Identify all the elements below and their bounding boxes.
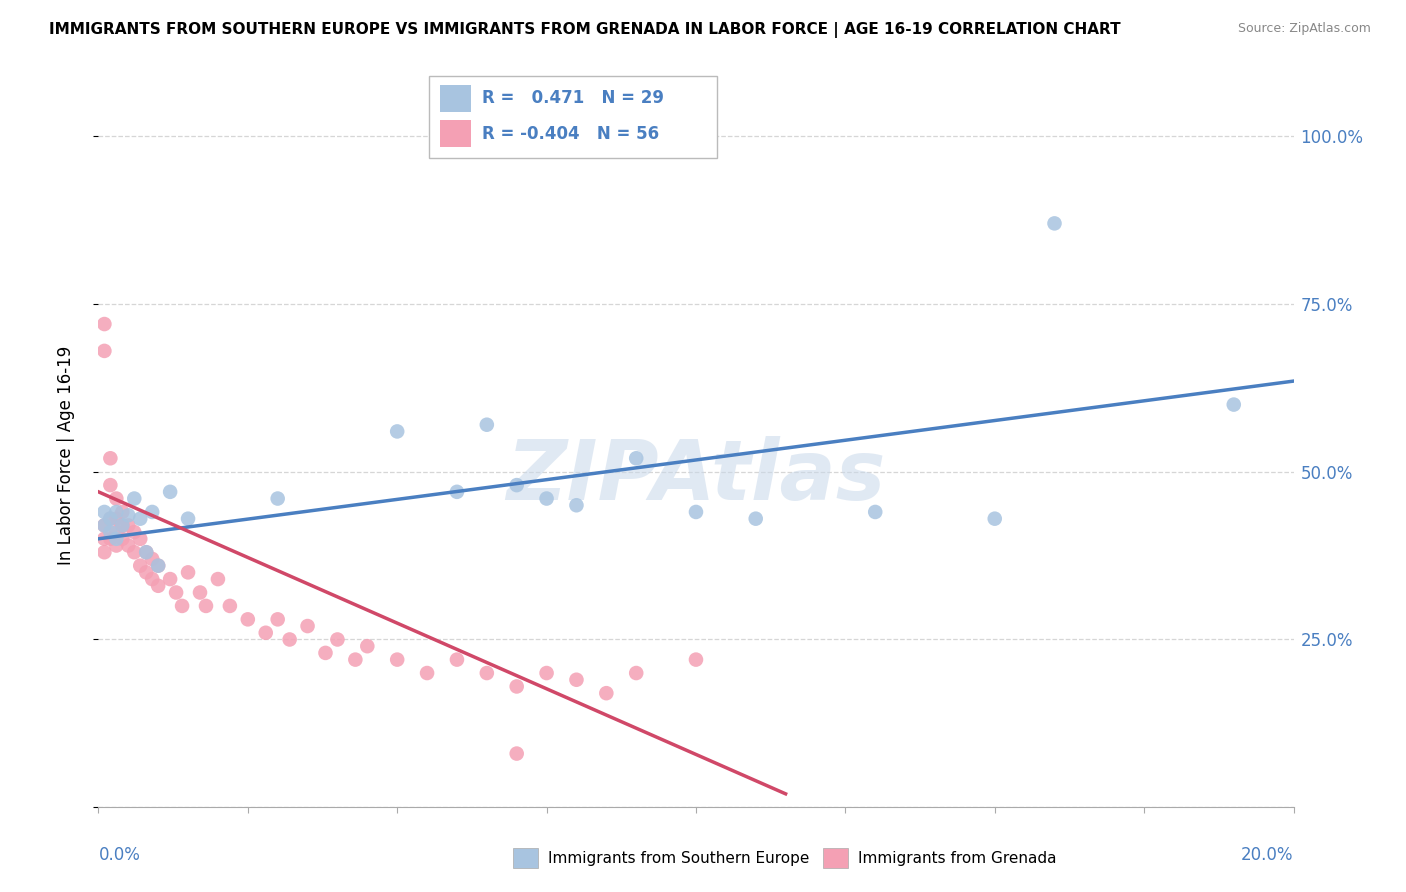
Text: Immigrants from Grenada: Immigrants from Grenada xyxy=(858,851,1056,865)
Point xyxy=(93,518,115,533)
Point xyxy=(865,505,887,519)
Point xyxy=(105,511,128,525)
Point xyxy=(344,652,367,666)
Point xyxy=(111,505,134,519)
Point xyxy=(93,545,115,559)
Point xyxy=(105,539,128,553)
Point xyxy=(98,511,122,525)
Text: 20.0%: 20.0% xyxy=(1241,846,1294,864)
Point xyxy=(135,566,157,580)
Point xyxy=(141,552,163,566)
Point xyxy=(278,632,301,647)
Point xyxy=(159,484,181,499)
Point xyxy=(475,417,498,432)
Point xyxy=(446,652,468,666)
Point xyxy=(685,652,707,666)
Point xyxy=(129,558,152,573)
Point xyxy=(93,518,115,533)
Point xyxy=(105,532,128,546)
Point xyxy=(219,599,242,613)
Point xyxy=(135,545,157,559)
Y-axis label: In Labor Force | Age 16-19: In Labor Force | Age 16-19 xyxy=(56,345,75,565)
Point xyxy=(117,508,139,523)
Point xyxy=(626,666,648,681)
Point xyxy=(129,532,152,546)
Point xyxy=(124,491,146,506)
Point xyxy=(111,518,134,533)
Point xyxy=(416,666,439,681)
Point xyxy=(385,425,409,439)
Point xyxy=(356,639,378,653)
Point xyxy=(475,666,498,681)
Point xyxy=(105,505,128,519)
Point xyxy=(177,566,200,580)
Point xyxy=(93,505,115,519)
Point xyxy=(446,484,468,499)
Point xyxy=(254,625,277,640)
Text: Source: ZipAtlas.com: Source: ZipAtlas.com xyxy=(1237,22,1371,36)
Point xyxy=(98,532,122,546)
Text: IMMIGRANTS FROM SOUTHERN EUROPE VS IMMIGRANTS FROM GRENADA IN LABOR FORCE | AGE : IMMIGRANTS FROM SOUTHERN EUROPE VS IMMIG… xyxy=(49,22,1121,38)
Point xyxy=(267,612,290,626)
Point xyxy=(506,747,529,761)
Point xyxy=(745,511,768,525)
Point xyxy=(93,317,115,331)
Point xyxy=(267,491,290,506)
Point xyxy=(195,599,218,613)
Point xyxy=(315,646,337,660)
Point xyxy=(188,585,211,599)
Point xyxy=(385,652,409,666)
Text: ZIPAtlas: ZIPAtlas xyxy=(506,435,886,516)
Point xyxy=(626,451,648,466)
Point xyxy=(326,632,349,647)
Point xyxy=(93,532,115,546)
Point xyxy=(172,599,194,613)
Point xyxy=(1043,216,1066,230)
Point xyxy=(506,478,529,492)
Point xyxy=(124,545,146,559)
Point xyxy=(105,491,128,506)
Point xyxy=(111,518,134,533)
Point xyxy=(984,511,1007,525)
Point xyxy=(159,572,181,586)
Point xyxy=(177,511,200,525)
Point xyxy=(148,558,170,573)
Point xyxy=(111,532,134,546)
Point xyxy=(565,673,588,687)
Point xyxy=(148,579,170,593)
Point xyxy=(117,539,139,553)
Point xyxy=(141,505,163,519)
Point xyxy=(129,511,152,525)
Point xyxy=(141,572,163,586)
Point xyxy=(236,612,259,626)
Point xyxy=(98,451,122,466)
Point xyxy=(165,585,187,599)
Text: 0.0%: 0.0% xyxy=(98,846,141,864)
Point xyxy=(98,478,122,492)
Point xyxy=(1223,398,1246,412)
Point xyxy=(565,498,588,512)
Point xyxy=(536,491,558,506)
Point xyxy=(148,558,170,573)
Text: Immigrants from Southern Europe: Immigrants from Southern Europe xyxy=(548,851,810,865)
Point xyxy=(506,680,529,694)
Point xyxy=(124,525,146,540)
Point xyxy=(685,505,707,519)
Point xyxy=(207,572,229,586)
Point xyxy=(98,525,122,540)
Point xyxy=(536,666,558,681)
Point xyxy=(105,525,128,540)
Point xyxy=(98,511,122,525)
Point xyxy=(135,545,157,559)
Text: R =   0.471   N = 29: R = 0.471 N = 29 xyxy=(482,89,664,107)
Point xyxy=(93,343,115,358)
Point xyxy=(117,518,139,533)
Point xyxy=(297,619,319,633)
Point xyxy=(595,686,617,700)
Text: R = -0.404   N = 56: R = -0.404 N = 56 xyxy=(482,125,659,143)
